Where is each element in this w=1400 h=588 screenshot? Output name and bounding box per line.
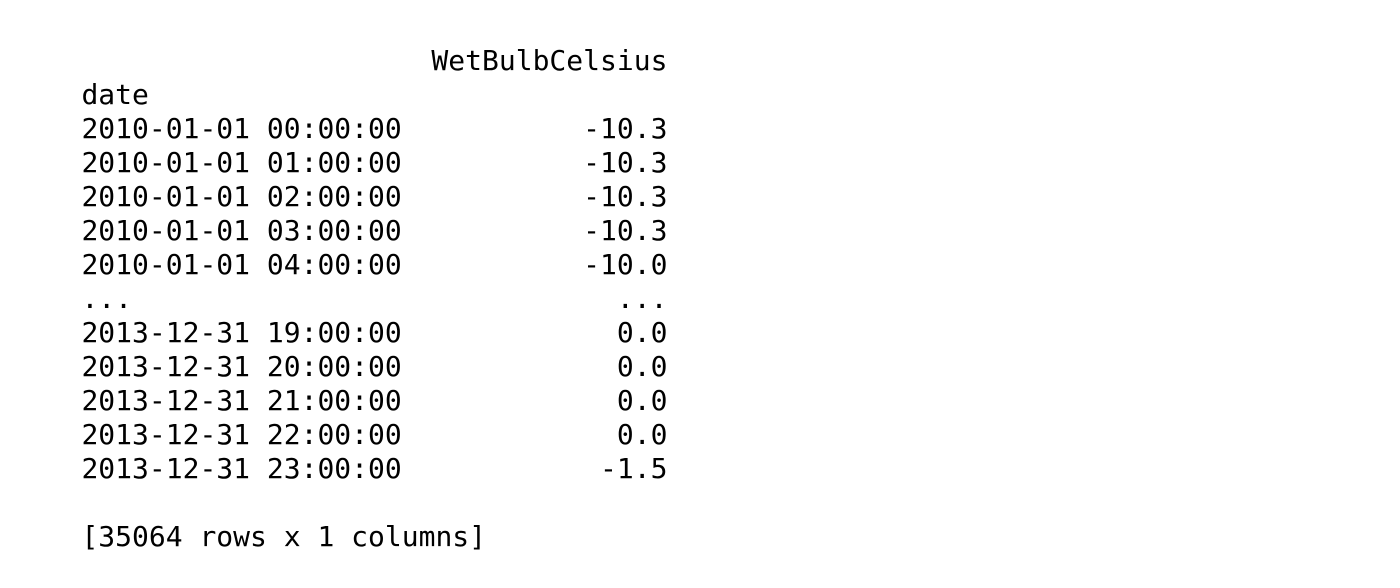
table-row: 2013-12-31 20:00:00 0.0: [14, 316, 667, 383]
row-index: 2010-01-01 00:00:00: [81, 112, 402, 145]
table-row: 2013-12-31 19:00:00 0.0: [14, 282, 667, 349]
table-row: 2010-01-01 03:00:00 -10.3: [14, 180, 667, 247]
row-index: 2010-01-01 04:00:00: [81, 248, 402, 281]
row-value: 0.0: [616, 350, 668, 383]
ellipsis-row: ......: [14, 248, 667, 315]
row-index: 2010-01-01 02:00:00: [81, 180, 402, 213]
row-index: 2013-12-31 22:00:00: [81, 418, 402, 451]
table-row: 2013-12-31 22:00:00 0.0: [14, 384, 667, 451]
row-value: -10.0: [583, 248, 668, 281]
row-value: -10.3: [583, 180, 668, 213]
row-value: -10.3: [583, 112, 668, 145]
row-value: 0.0: [616, 384, 668, 417]
row-index: 2013-12-31 20:00:00: [81, 350, 402, 383]
row-value: ...: [616, 282, 668, 315]
table-row: 2010-01-01 04:00:00 -10.0: [14, 214, 667, 281]
table-row: 2010-01-01 02:00:00 -10.3: [14, 146, 667, 213]
row-index: ...: [81, 282, 133, 315]
row-value: 0.0: [616, 316, 668, 349]
row-index: 2010-01-01 03:00:00: [81, 214, 402, 247]
table-row: 2010-01-01 00:00:00 -10.3: [14, 78, 667, 145]
row-index: 2013-12-31 23:00:00: [81, 452, 402, 485]
column-header-row: WetBulbCelsius: [14, 10, 667, 77]
shape-summary-row: [35064 rows x 1 columns]: [14, 486, 667, 553]
row-value: 0.0: [616, 418, 668, 451]
column-header: WetBulbCelsius: [431, 44, 668, 77]
row-value: -1.5: [600, 452, 668, 485]
table-row: 2010-01-01 01:00:00 -10.3: [14, 112, 667, 179]
row-value: -10.3: [583, 146, 668, 179]
row-value: -10.3: [583, 214, 668, 247]
index-name: date: [81, 78, 149, 111]
row-index: 2010-01-01 01:00:00: [81, 146, 402, 179]
table-row: 2013-12-31 23:00:00 -1.5: [14, 418, 667, 485]
row-index: 2013-12-31 21:00:00: [81, 384, 402, 417]
table-row: 2013-12-31 21:00:00 0.0: [14, 350, 667, 417]
shape-summary: [35064 rows x 1 columns]: [81, 520, 487, 553]
index-name-row: date: [14, 44, 667, 111]
dataframe-output: WetBulbCelsius date 2010-01-01 00:00:00 -…: [14, 10, 667, 553]
row-index: 2013-12-31 19:00:00: [81, 316, 402, 349]
